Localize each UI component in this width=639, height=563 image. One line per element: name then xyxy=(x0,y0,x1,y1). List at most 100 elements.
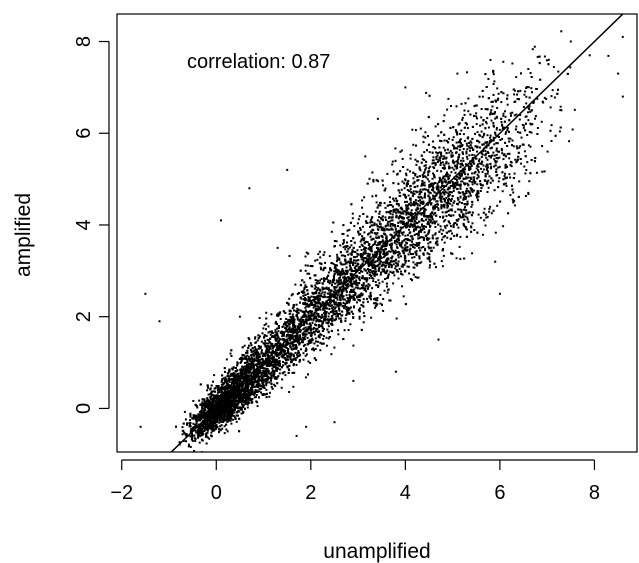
data-point xyxy=(250,384,253,387)
data-point xyxy=(333,245,336,248)
data-point xyxy=(435,220,438,223)
data-point xyxy=(437,185,440,188)
data-point xyxy=(434,233,437,236)
data-point xyxy=(359,295,362,298)
data-point xyxy=(338,304,341,307)
data-point xyxy=(439,159,442,162)
data-point xyxy=(337,329,339,332)
data-point xyxy=(250,371,253,374)
data-point xyxy=(356,301,358,304)
data-point xyxy=(206,389,209,392)
data-point xyxy=(393,199,396,202)
data-point xyxy=(414,173,417,175)
data-point xyxy=(387,220,390,223)
data-point xyxy=(439,199,442,202)
data-point xyxy=(442,215,445,218)
data-point xyxy=(270,379,272,382)
data-point xyxy=(339,299,342,301)
data-point xyxy=(274,364,277,367)
data-point xyxy=(395,251,398,254)
data-point xyxy=(267,370,270,372)
data-point xyxy=(496,204,499,207)
data-point xyxy=(377,180,379,183)
data-point xyxy=(492,122,495,124)
data-point xyxy=(493,80,496,83)
data-point xyxy=(422,135,425,138)
data-point xyxy=(462,191,465,194)
data-point xyxy=(459,187,462,190)
data-point xyxy=(435,186,438,189)
data-point xyxy=(381,244,384,247)
data-point xyxy=(346,285,349,288)
data-point xyxy=(409,188,412,191)
data-point xyxy=(364,287,367,290)
data-point xyxy=(442,254,445,257)
data-point xyxy=(344,273,347,276)
data-point xyxy=(260,375,263,378)
data-point xyxy=(360,243,363,246)
data-point xyxy=(398,234,401,237)
data-point xyxy=(327,271,330,274)
data-point xyxy=(473,154,476,157)
data-point xyxy=(406,226,409,229)
data-point xyxy=(427,189,430,192)
data-point xyxy=(230,384,232,387)
data-point xyxy=(206,384,209,387)
data-point xyxy=(509,137,512,140)
data-point xyxy=(308,318,311,321)
data-point xyxy=(194,440,197,442)
data-point xyxy=(531,91,533,94)
data-point xyxy=(347,329,350,331)
data-point xyxy=(431,177,434,180)
data-point xyxy=(369,221,372,224)
data-point xyxy=(461,157,464,160)
data-point xyxy=(223,425,226,428)
data-point xyxy=(444,226,447,229)
data-point xyxy=(313,349,315,352)
data-point xyxy=(295,310,298,313)
data-point xyxy=(229,375,232,378)
data-point xyxy=(461,118,464,121)
data-point xyxy=(202,411,205,414)
data-point xyxy=(573,108,576,111)
data-point xyxy=(326,276,328,279)
data-point xyxy=(527,86,530,89)
data-point xyxy=(464,163,467,166)
data-point xyxy=(364,249,367,252)
data-point xyxy=(417,246,420,249)
data-point xyxy=(557,70,560,73)
data-point xyxy=(409,235,412,238)
data-point xyxy=(340,254,343,257)
data-point xyxy=(464,196,467,198)
data-point xyxy=(267,325,270,328)
data-point xyxy=(520,136,523,139)
data-point xyxy=(415,216,418,219)
data-point xyxy=(404,257,407,260)
data-point xyxy=(453,234,455,237)
data-point xyxy=(220,383,223,386)
data-point xyxy=(195,422,198,425)
data-point xyxy=(237,399,240,402)
data-point xyxy=(368,232,371,235)
data-point xyxy=(332,308,335,311)
data-point xyxy=(223,417,226,420)
data-point xyxy=(406,180,409,183)
data-point xyxy=(318,326,321,328)
data-point xyxy=(418,230,420,233)
data-point xyxy=(428,237,431,240)
data-point xyxy=(523,150,526,153)
data-point xyxy=(429,219,432,222)
data-point xyxy=(501,190,504,193)
data-point xyxy=(256,339,259,342)
data-point xyxy=(372,244,375,246)
data-point xyxy=(282,360,284,363)
data-point xyxy=(225,381,228,384)
data-point xyxy=(218,421,221,424)
data-point xyxy=(387,228,390,231)
data-point xyxy=(470,189,473,192)
data-point xyxy=(309,265,312,267)
data-point xyxy=(361,237,364,240)
data-point xyxy=(202,421,205,423)
data-point xyxy=(205,400,208,403)
data-point xyxy=(394,225,397,228)
